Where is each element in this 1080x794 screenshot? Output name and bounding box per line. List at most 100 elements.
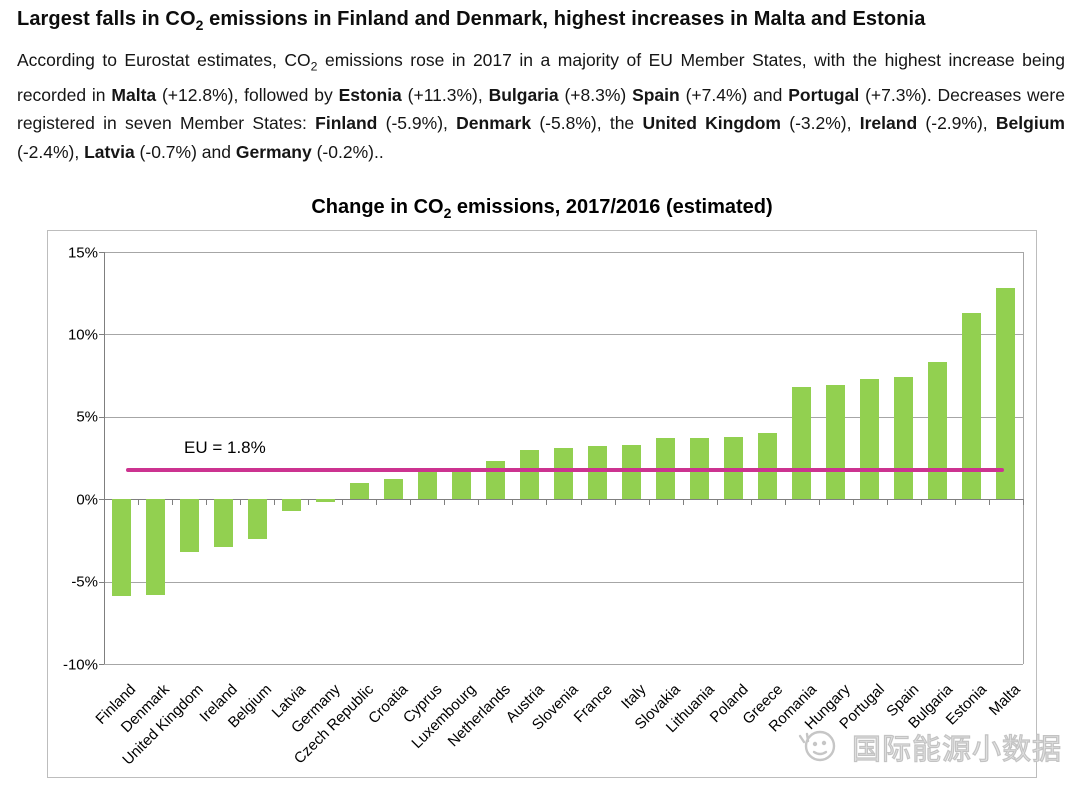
body-text-segment: (+11.3%), bbox=[401, 84, 489, 105]
x-axis-tick bbox=[988, 499, 990, 506]
y-axis-tick bbox=[99, 581, 104, 583]
article-body-paragraph: According to Eurostat estimates, CO2 emi… bbox=[17, 46, 1065, 166]
body-text-segment: 2 bbox=[310, 59, 318, 74]
y-axis-tick bbox=[99, 252, 104, 253]
body-text-segment: (-3.2%), bbox=[780, 113, 860, 134]
bar-latvia bbox=[281, 499, 301, 511]
body-text-segment: (+12.8%), followed by bbox=[156, 84, 339, 105]
chart-title-subscript: 2 bbox=[443, 205, 452, 221]
bar-portugal bbox=[860, 378, 880, 500]
bar-ireland bbox=[213, 499, 233, 547]
country-name: Spain bbox=[632, 84, 680, 105]
y-axis-tick-label: -10% bbox=[62, 656, 98, 673]
body-text-segment: (-5.8%), the bbox=[531, 113, 643, 134]
x-axis-tick bbox=[954, 499, 956, 506]
gridline bbox=[104, 581, 1023, 583]
eu-average-reference-line bbox=[126, 467, 1004, 472]
x-axis-tick bbox=[478, 499, 480, 506]
x-axis-tick bbox=[240, 499, 242, 506]
x-axis-tick bbox=[274, 499, 276, 506]
gridline bbox=[104, 334, 1023, 336]
body-text-segment: (-5.9%), bbox=[377, 113, 457, 134]
bar-luxembourg bbox=[451, 469, 471, 500]
y-axis-tick-label: -5% bbox=[71, 573, 98, 591]
x-axis-tick bbox=[546, 499, 548, 506]
chart-title: Change in CO2 emissions, 2017/2016 (esti… bbox=[47, 196, 1037, 221]
body-text-segment: (+8.3%) bbox=[558, 84, 633, 105]
country-name: Finland bbox=[315, 113, 378, 134]
x-axis-tick bbox=[444, 499, 446, 506]
x-axis-tick bbox=[818, 499, 820, 506]
headline-text: emissions in Finland and Denmark, highes… bbox=[203, 8, 926, 30]
bar-croatia bbox=[383, 479, 403, 500]
country-name: Latvia bbox=[84, 141, 135, 162]
x-axis-tick bbox=[614, 499, 616, 506]
y-axis-tick-label: 5% bbox=[76, 408, 98, 426]
bar-slovenia bbox=[554, 448, 573, 500]
x-axis-tick bbox=[308, 499, 310, 506]
watermark: 国际能源小数据 bbox=[794, 720, 1074, 772]
x-axis-tick bbox=[376, 499, 378, 506]
country-name: Bulgaria bbox=[488, 84, 559, 105]
x-axis-tick bbox=[716, 499, 718, 506]
bar-austria bbox=[519, 449, 539, 500]
bar-italy bbox=[622, 444, 642, 500]
chick-logo-icon bbox=[798, 730, 836, 762]
body-text-segment: (-2.4%), bbox=[17, 141, 85, 162]
country-name: Denmark bbox=[456, 113, 532, 134]
x-axis-tick bbox=[410, 499, 412, 506]
body-text-segment: (-0.2%).. bbox=[311, 141, 384, 162]
y-axis-tick bbox=[99, 664, 104, 665]
bar-czech-republic bbox=[349, 482, 369, 500]
x-axis-tick bbox=[172, 499, 174, 506]
x-axis-tick bbox=[886, 499, 888, 506]
country-name: Belgium bbox=[995, 113, 1065, 134]
x-axis-label-malta: Malta bbox=[986, 681, 1025, 719]
gridline bbox=[104, 664, 1023, 665]
gridline bbox=[104, 252, 1023, 253]
article-headline: Largest falls in CO2 emissions in Finlan… bbox=[17, 8, 1065, 33]
bar-denmark bbox=[145, 499, 165, 595]
plot-right-border bbox=[1023, 252, 1024, 664]
country-name: Germany bbox=[235, 141, 312, 162]
bar-germany bbox=[315, 499, 335, 503]
x-axis-tick bbox=[580, 499, 582, 506]
bar-malta bbox=[996, 288, 1016, 500]
y-axis-tick bbox=[99, 416, 104, 418]
body-text-segment: (+7.4%) and bbox=[679, 84, 789, 105]
x-axis-tick bbox=[342, 499, 344, 506]
body-text-segment: (-0.7%) and bbox=[134, 141, 236, 162]
bar-belgium bbox=[247, 499, 267, 539]
y-axis-tick-label: 10% bbox=[67, 326, 98, 344]
country-name: Ireland bbox=[859, 113, 918, 134]
bar-finland bbox=[111, 499, 131, 597]
y-axis-tick-label: 0% bbox=[76, 491, 98, 509]
body-text-segment: According to Eurostat estimates, CO bbox=[17, 50, 311, 70]
bar-united-kingdom bbox=[179, 499, 199, 552]
watermark-text: 国际能源小数据 bbox=[851, 733, 1063, 766]
x-axis-tick bbox=[138, 499, 140, 506]
x-axis-tick bbox=[1023, 499, 1024, 506]
headline-subscript: 2 bbox=[195, 17, 204, 33]
body-text-segment: (+7.3%). Decreases were registered in se… bbox=[17, 84, 1065, 134]
country-name: Malta bbox=[111, 84, 157, 105]
gridline bbox=[104, 416, 1023, 418]
eu-average-label: EU = 1.8% bbox=[184, 437, 266, 457]
bar-spain bbox=[894, 377, 914, 500]
country-name: United Kingdom bbox=[642, 113, 781, 134]
country-name: Portugal bbox=[788, 84, 860, 105]
x-axis-tick bbox=[648, 499, 650, 506]
country-name: Estonia bbox=[338, 84, 402, 105]
bar-netherlands bbox=[485, 461, 505, 500]
x-axis-tick bbox=[920, 499, 922, 506]
bar-estonia bbox=[962, 312, 982, 500]
bar-greece bbox=[758, 433, 778, 500]
y-axis-tick bbox=[99, 499, 104, 501]
x-axis-tick bbox=[682, 499, 684, 506]
x-axis-tick bbox=[750, 499, 752, 506]
x-axis-tick bbox=[104, 499, 105, 506]
bar-france bbox=[588, 446, 608, 500]
chart-title-text: emissions, 2017/2016 (estimated) bbox=[451, 196, 773, 218]
body-text-segment: (-2.9%), bbox=[917, 113, 996, 134]
